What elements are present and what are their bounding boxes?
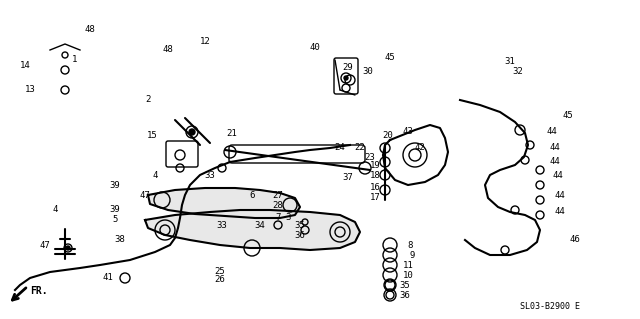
Circle shape: [344, 76, 348, 80]
Text: 44: 44: [547, 128, 557, 137]
Text: 45: 45: [385, 54, 396, 63]
Text: 45: 45: [563, 110, 573, 120]
Text: 35: 35: [399, 280, 410, 290]
Text: 42: 42: [415, 144, 426, 152]
Polygon shape: [148, 188, 300, 218]
Text: 9: 9: [410, 250, 415, 259]
Text: 10: 10: [403, 271, 413, 279]
Text: 25: 25: [214, 268, 225, 277]
Text: 28: 28: [273, 201, 284, 210]
Text: SL03-B2900 E: SL03-B2900 E: [520, 302, 580, 311]
Text: 43: 43: [403, 128, 413, 137]
Text: 12: 12: [200, 38, 211, 47]
Text: 48: 48: [84, 26, 95, 34]
Text: 26: 26: [214, 276, 225, 285]
Text: 36: 36: [399, 291, 410, 300]
Text: 27: 27: [273, 190, 284, 199]
Text: FR.: FR.: [30, 286, 47, 296]
Text: 37: 37: [342, 174, 353, 182]
Text: 11: 11: [403, 261, 413, 270]
Text: 31: 31: [504, 57, 515, 66]
Text: 20: 20: [383, 130, 394, 139]
Text: 39: 39: [109, 181, 120, 189]
Text: 29: 29: [342, 63, 353, 72]
Circle shape: [189, 129, 195, 135]
Text: 15: 15: [147, 130, 157, 139]
Text: 47: 47: [40, 241, 51, 249]
Text: 35: 35: [294, 220, 305, 229]
Text: 5: 5: [112, 216, 118, 225]
Text: 33: 33: [216, 220, 227, 229]
Polygon shape: [145, 210, 360, 250]
Text: 7: 7: [275, 213, 281, 222]
Text: 8: 8: [407, 241, 413, 249]
Text: 41: 41: [102, 273, 113, 283]
Text: 17: 17: [370, 194, 380, 203]
Text: 32: 32: [513, 68, 524, 77]
Text: 24: 24: [335, 144, 346, 152]
Text: 16: 16: [370, 183, 380, 192]
Text: 18: 18: [370, 170, 380, 180]
Text: 38: 38: [115, 235, 125, 244]
Text: 14: 14: [20, 61, 30, 70]
Text: 34: 34: [255, 220, 266, 229]
Text: 48: 48: [163, 46, 173, 55]
Text: 33: 33: [205, 170, 216, 180]
Text: 21: 21: [227, 129, 237, 137]
Circle shape: [66, 246, 70, 250]
Text: 39: 39: [109, 205, 120, 214]
Text: 2: 2: [145, 95, 150, 105]
Text: 30: 30: [363, 68, 373, 77]
Text: 1: 1: [72, 56, 77, 64]
Text: 4: 4: [152, 170, 157, 180]
Text: 23: 23: [365, 153, 376, 162]
Text: 22: 22: [355, 144, 365, 152]
Text: 3: 3: [285, 213, 291, 222]
Text: 44: 44: [555, 207, 565, 217]
Text: 47: 47: [140, 190, 150, 199]
Text: 40: 40: [310, 43, 321, 53]
Text: 44: 44: [550, 158, 561, 167]
Text: 19: 19: [370, 160, 380, 169]
Text: 44: 44: [555, 190, 565, 199]
Text: 44: 44: [552, 170, 563, 180]
Text: 6: 6: [250, 190, 255, 199]
Text: 46: 46: [570, 235, 580, 244]
Text: 13: 13: [24, 85, 35, 94]
Text: 44: 44: [550, 144, 561, 152]
Text: 36: 36: [294, 231, 305, 240]
Text: 4: 4: [52, 205, 58, 214]
